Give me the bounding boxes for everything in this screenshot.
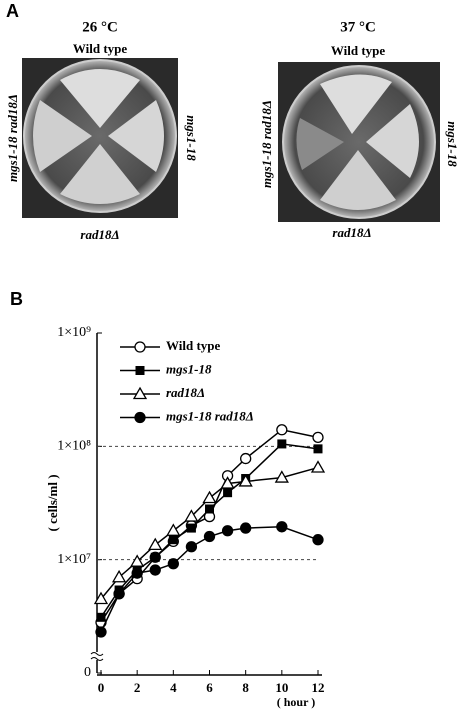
x-tick-label: 2: [134, 680, 141, 695]
legend-label: rad18Δ: [166, 385, 205, 400]
marker: [240, 452, 252, 465]
panel-label: A: [6, 1, 19, 21]
strain-label: Wild type: [331, 43, 386, 58]
x-axis-label: ( hour ): [277, 695, 315, 709]
plate-photo: [22, 58, 178, 218]
marker: [131, 567, 143, 579]
marker: [205, 504, 214, 514]
temperature: 26 °C: [82, 19, 118, 35]
marker: [312, 431, 324, 444]
marker: [167, 558, 179, 570]
marker: [96, 612, 106, 622]
marker: [223, 488, 233, 498]
axis-break: [91, 652, 103, 660]
strain-label: rad18Δ: [80, 227, 119, 242]
strain-label: mgs1-18: [184, 115, 199, 161]
marker: [221, 525, 234, 537]
strain-label: mgs1-18 rad18Δ: [259, 100, 274, 188]
legend-marker: [134, 341, 146, 353]
x-tick-label: 12: [312, 680, 325, 695]
legend-marker: [134, 411, 146, 424]
strain-label: mgs1-18 rad18Δ: [5, 94, 20, 182]
marker: [274, 470, 289, 483]
marker: [185, 541, 198, 553]
strain-label: Wild type: [73, 41, 128, 56]
marker: [166, 523, 181, 536]
marker: [312, 534, 324, 546]
marker: [130, 554, 145, 567]
temperature: 37 °C: [340, 19, 376, 35]
x-tick-label: 4: [170, 680, 177, 695]
marker: [310, 460, 326, 473]
x-tick-label: 10: [275, 680, 288, 695]
x-tick-label: 0: [98, 680, 105, 695]
marker: [111, 569, 127, 583]
panel-label: B: [10, 289, 23, 309]
axis-break: [90, 652, 104, 661]
plate-photo: [278, 62, 440, 222]
marker: [150, 552, 160, 562]
marker: [93, 591, 109, 605]
strain-label: mgs1-18: [445, 121, 460, 167]
x-tick-label: 8: [242, 680, 249, 695]
x-tick-label: 6: [206, 680, 213, 695]
marker: [276, 521, 288, 533]
marker: [95, 626, 107, 638]
marker: [113, 588, 125, 600]
marker: [184, 509, 199, 522]
y-tick-label: 1×10⁹: [57, 325, 91, 340]
marker: [220, 476, 235, 489]
legend-label: mgs1-18: [166, 361, 212, 376]
legend-label: Wild type: [166, 338, 221, 353]
marker: [240, 522, 252, 534]
legend-marker: [132, 386, 148, 400]
marker: [202, 490, 217, 504]
marker: [238, 474, 253, 487]
marker: [149, 564, 161, 576]
y-tick-label: 1×10⁷: [57, 552, 91, 567]
marker: [148, 537, 163, 551]
legend-marker: [135, 366, 145, 375]
legend-label: mgs1-18 rad18Δ: [166, 408, 254, 423]
y-tick-label: 1×10⁸: [57, 439, 91, 454]
marker: [168, 535, 178, 545]
marker: [313, 444, 323, 454]
y-tick-label: 0: [84, 665, 91, 680]
strain-label: rad18Δ: [332, 225, 371, 240]
y-axis-label: ( cells/ml ): [45, 474, 60, 531]
marker: [203, 530, 216, 543]
marker: [277, 439, 287, 449]
marker: [276, 424, 288, 436]
marker: [186, 523, 196, 533]
